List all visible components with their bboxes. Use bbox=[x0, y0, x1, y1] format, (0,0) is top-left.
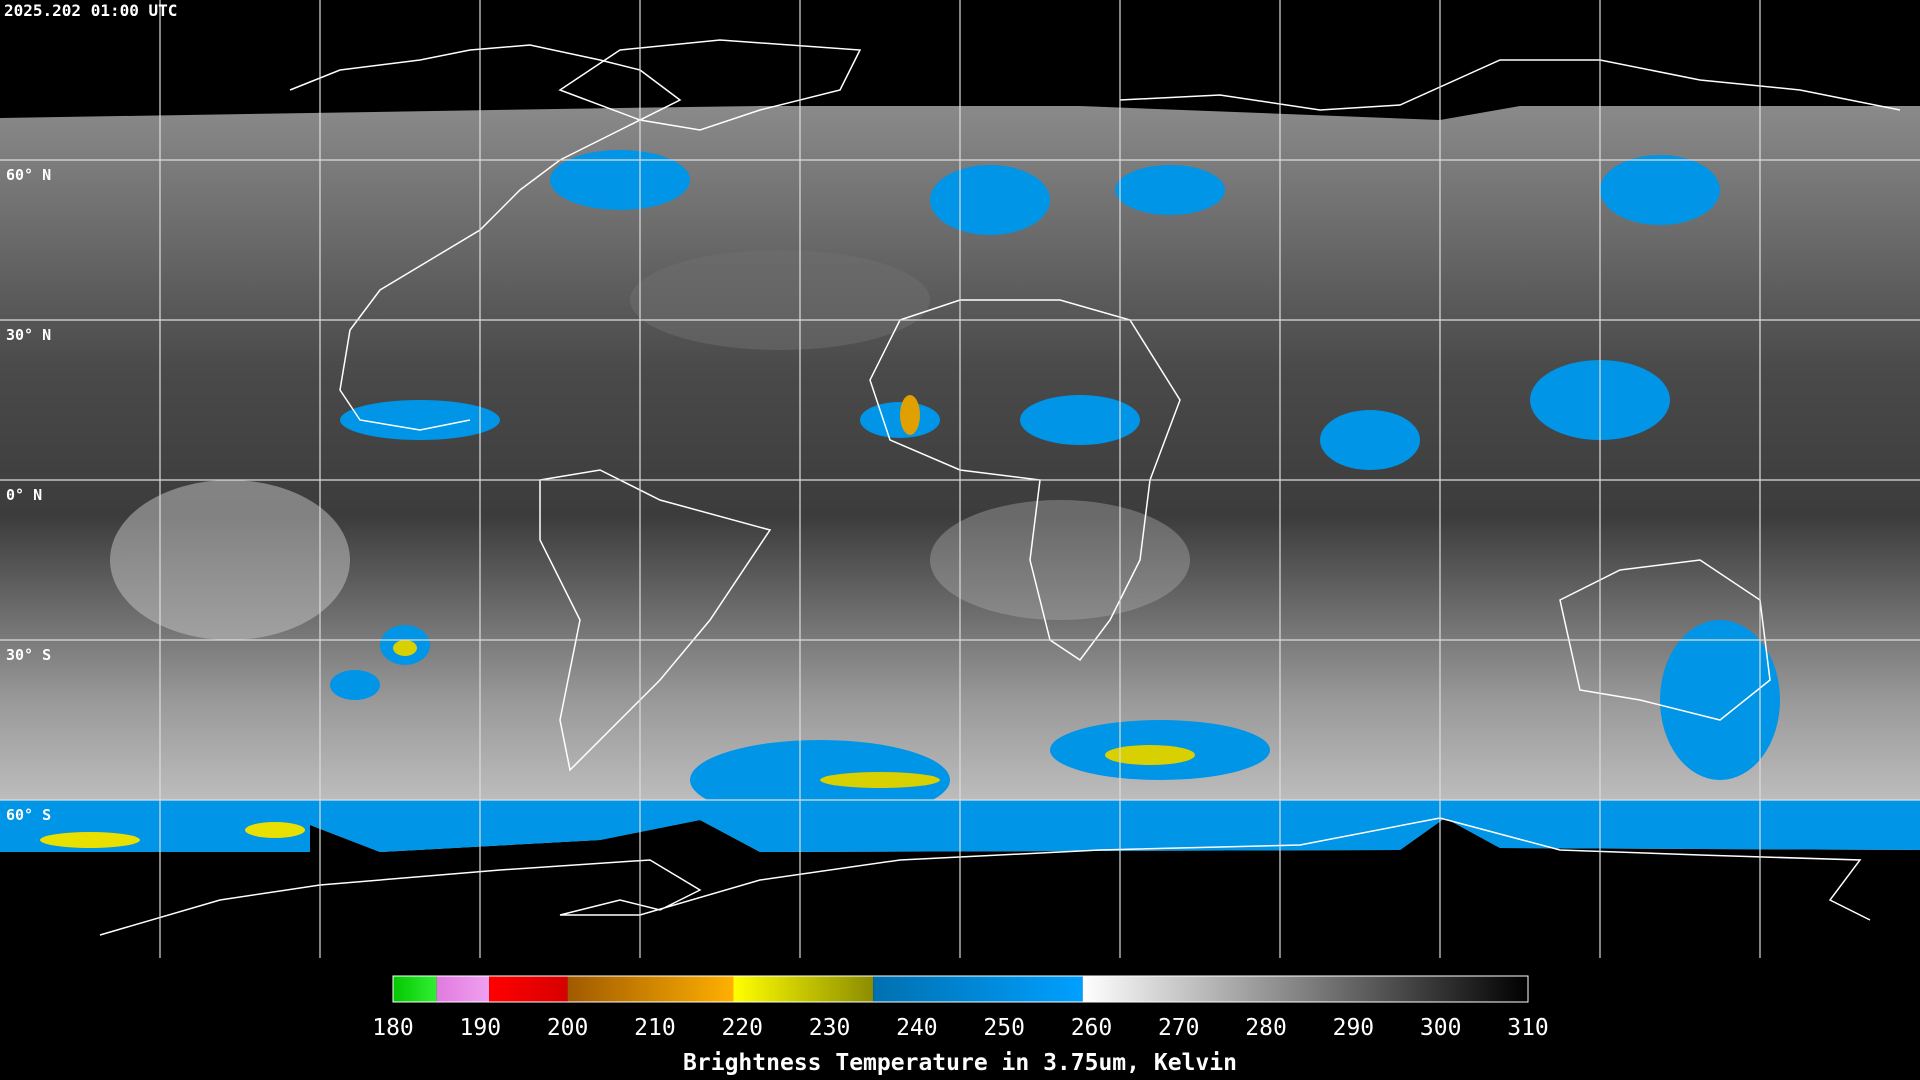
colorbar-segment bbox=[436, 976, 490, 1002]
colorbar-tick-label: 190 bbox=[460, 1015, 502, 1041]
colorbar-segment bbox=[567, 976, 734, 1002]
colorbar-segment bbox=[733, 976, 874, 1002]
colorbar-tick-label: 280 bbox=[1245, 1015, 1287, 1041]
graticule: 60° N 30° N 0° N 30° S 60° S bbox=[0, 0, 1920, 958]
colorbar-tick-label: 200 bbox=[547, 1015, 589, 1041]
colorbar-segment bbox=[489, 976, 568, 1002]
colorbar-tick-label: 290 bbox=[1333, 1015, 1375, 1041]
colorbar-tick-label: 310 bbox=[1507, 1015, 1549, 1041]
colorbar-tick-label: 250 bbox=[983, 1015, 1025, 1041]
colorbar-tick-label: 300 bbox=[1420, 1015, 1462, 1041]
colorbar-frame bbox=[392, 975, 1529, 1003]
latitude-label: 60° N bbox=[6, 166, 51, 184]
latitude-label: 30° N bbox=[6, 326, 51, 344]
colorbar-title: Brightness Temperature in 3.75um, Kelvin bbox=[683, 1050, 1237, 1076]
colorbar-tick-label: 270 bbox=[1158, 1015, 1200, 1041]
colorbar-tick-label: 220 bbox=[721, 1015, 763, 1041]
colorbar-tick-label: 210 bbox=[634, 1015, 676, 1041]
colorbar-tick-label: 240 bbox=[896, 1015, 938, 1041]
latitude-label: 0° N bbox=[6, 486, 42, 504]
timestamp: 2025.202 01:00 UTC bbox=[4, 1, 177, 20]
colorbar-segment bbox=[1082, 976, 1528, 1002]
latitude-label: 60° S bbox=[6, 806, 51, 824]
colorbar-segment bbox=[873, 976, 1083, 1002]
latitude-label: 30° S bbox=[6, 646, 51, 664]
colorbar: 180 190 200 210 220 230 240 250 260 270 280 290 300 3… bbox=[372, 975, 1549, 1041]
colorbar-segment bbox=[393, 976, 437, 1002]
colorbar-tick-label: 260 bbox=[1071, 1015, 1113, 1041]
colorbar-tick-label: 230 bbox=[809, 1015, 851, 1041]
colorbar-tick-label: 180 bbox=[372, 1015, 414, 1041]
